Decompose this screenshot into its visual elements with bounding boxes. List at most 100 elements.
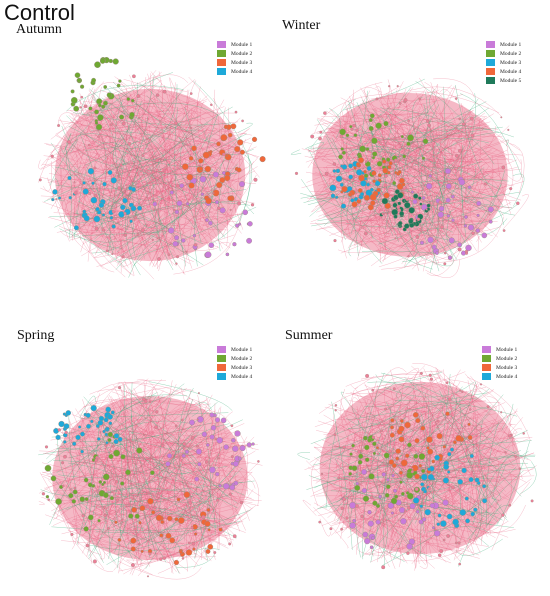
- network-edge: [125, 390, 155, 433]
- network-node: [229, 484, 236, 491]
- network-edge: [76, 129, 218, 152]
- network-node: [467, 185, 472, 190]
- network-node: [147, 575, 149, 578]
- network-edge: [412, 405, 475, 531]
- network-node: [205, 197, 212, 205]
- network-node: [152, 201, 158, 207]
- network-edge: [126, 129, 243, 156]
- network-node: [130, 98, 135, 103]
- network-node: [118, 211, 125, 218]
- network-node: [147, 497, 154, 505]
- network-node: [467, 422, 471, 426]
- network-node: [509, 187, 513, 191]
- network-edge: [112, 86, 150, 113]
- network-edge: [219, 492, 223, 508]
- network-edge: [57, 112, 84, 128]
- network-node: [340, 203, 347, 209]
- network-edge: [501, 403, 514, 431]
- network-edge: [334, 430, 357, 499]
- network-node: [176, 255, 179, 259]
- network-node: [84, 497, 89, 502]
- network-edge: [359, 103, 405, 126]
- network-edge: [420, 434, 500, 536]
- network-node: [214, 417, 221, 423]
- network-node: [115, 480, 119, 484]
- network-node: [345, 516, 349, 520]
- network-node: [458, 562, 462, 566]
- network-node: [333, 433, 337, 437]
- network-node: [412, 497, 420, 504]
- network-edge: [67, 79, 196, 204]
- network-node: [367, 437, 372, 443]
- network-edge: [89, 480, 255, 498]
- network-edge: [85, 140, 212, 195]
- network-edge: [88, 469, 112, 560]
- network-edge: [116, 97, 219, 143]
- network-node: [426, 446, 430, 450]
- network-edge: [44, 143, 159, 179]
- network-node: [239, 149, 245, 155]
- legend-item: Module 1: [217, 40, 252, 49]
- network-node: [63, 440, 67, 444]
- network-node: [335, 168, 341, 174]
- network-edge: [155, 423, 230, 496]
- network-node: [181, 557, 185, 560]
- network-node: [166, 515, 173, 522]
- network-edge: [129, 465, 211, 575]
- network-node: [194, 476, 200, 482]
- network-node: [393, 488, 398, 493]
- network-node: [179, 550, 183, 555]
- network-node: [457, 478, 463, 485]
- network-node: [369, 193, 377, 201]
- network-edge: [451, 168, 485, 224]
- network-edge: [417, 84, 452, 113]
- network-node: [392, 202, 398, 208]
- network-node: [206, 507, 211, 512]
- network-node: [93, 215, 101, 223]
- network-edge: [172, 460, 241, 551]
- network-edge: [113, 470, 146, 475]
- network-edge: [79, 185, 94, 241]
- network-edge: [367, 400, 487, 435]
- network-node: [218, 527, 223, 532]
- network-edge: [93, 434, 130, 512]
- network-edge: [89, 113, 146, 184]
- network-node: [189, 419, 195, 426]
- network-edge: [392, 219, 422, 246]
- network-edge: [430, 82, 462, 246]
- network-edge: [418, 131, 444, 215]
- network-node: [44, 464, 52, 472]
- network-node: [138, 521, 142, 525]
- network-node: [41, 492, 46, 496]
- legend-label: Module 4: [231, 373, 253, 380]
- network-node: [454, 97, 458, 100]
- network-edge: [126, 495, 212, 562]
- network-edge: [312, 113, 487, 135]
- network-edge: [39, 450, 162, 461]
- network-edge: [356, 106, 391, 151]
- network-edge: [81, 231, 174, 236]
- network-edge: [423, 86, 456, 121]
- network-node: [257, 460, 260, 463]
- network-node: [386, 484, 391, 489]
- network-edge: [193, 411, 211, 436]
- network-edge: [405, 94, 444, 233]
- network-edge: [202, 198, 231, 216]
- network-edge: [433, 78, 475, 98]
- network-edge: [193, 216, 237, 230]
- network-node: [473, 507, 478, 512]
- network-edge: [119, 219, 145, 230]
- network-edge: [470, 147, 508, 164]
- network-node: [88, 106, 93, 111]
- network-edge: [313, 446, 394, 512]
- network-node: [362, 531, 369, 538]
- network-node: [403, 223, 410, 229]
- network-node: [514, 455, 518, 458]
- network-node: [457, 541, 461, 545]
- network-node: [467, 435, 473, 440]
- network-edge: [117, 382, 220, 434]
- network-node: [216, 141, 221, 147]
- network-edge: [290, 149, 302, 155]
- network-edge: [89, 389, 173, 415]
- network-edge: [319, 403, 458, 453]
